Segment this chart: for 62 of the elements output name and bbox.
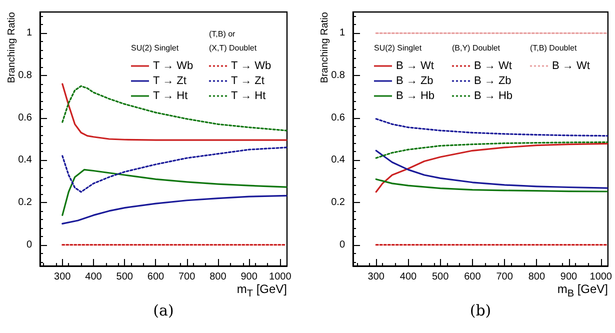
x-tick-label: 700 — [496, 272, 514, 282]
y-tick-label: 0.8 — [331, 70, 346, 81]
x-tick-label: 800 — [210, 272, 227, 282]
line-series — [375, 118, 608, 137]
text: (a) — [153, 302, 174, 320]
y-tick-label: 0.6 — [18, 112, 32, 124]
y-tick-label: 0.6 — [331, 112, 346, 124]
y-tick-label: 0 — [339, 239, 346, 250]
legend-label: T → Ht — [153, 90, 188, 102]
y-tick-label: 0.4 — [18, 154, 32, 166]
annotation: (T,B) or (X,T) Doublet — [209, 30, 258, 52]
line-series — [62, 146, 288, 193]
x-tick-label: 900 — [560, 272, 578, 282]
y-tick-label: 0.8 — [18, 70, 32, 81]
line-series — [375, 142, 608, 193]
legend-label: T → Zt — [153, 75, 186, 87]
line-series — [62, 168, 288, 216]
line-series — [375, 178, 608, 192]
legend-label: B → Zb — [474, 75, 512, 87]
x-tick-label: 1000 — [269, 272, 292, 282]
legend-label: B → Wt — [552, 60, 590, 72]
legend-label: T → Wb — [153, 60, 194, 72]
line-series — [375, 141, 608, 159]
y-tick-label: 0 — [26, 239, 32, 250]
line-series — [62, 83, 288, 141]
text: (b) — [470, 302, 492, 320]
legend-label: T → Wb — [231, 60, 272, 72]
y-tick-label: 0.4 — [331, 154, 346, 166]
x-tick-label: 400 — [400, 272, 418, 282]
legend-label: T → Zt — [231, 75, 264, 87]
annotation: (B,Y) Doublet — [452, 44, 501, 52]
legend-label: B → Hb — [396, 90, 435, 102]
x-tick-label: 300 — [54, 272, 72, 282]
y-tick-label: 0.2 — [331, 197, 346, 208]
legend-label: B → Zb — [396, 75, 434, 87]
x-tick-label: 500 — [432, 272, 450, 282]
line-series — [375, 150, 608, 189]
x-tick-label: 400 — [85, 272, 102, 282]
annotation: SU(2) Singlet — [131, 44, 180, 52]
line-series — [62, 85, 288, 132]
x-axis-title: m$_{B}$ [GeV] — [557, 282, 608, 302]
x-axis-title: m$_{T}$ [GeV] — [236, 282, 287, 302]
x-tick-label: 800 — [528, 272, 546, 282]
legend-label: T → Ht — [231, 90, 266, 102]
x-tick-label: 600 — [464, 272, 482, 282]
y-axis-title: Branching Ratio — [6, 12, 18, 84]
annotation: (T,B) Doublet — [530, 44, 578, 52]
legend-label: B → Wt — [396, 60, 434, 72]
y-tick-label: 0.2 — [18, 197, 32, 208]
legend-label: B → Hb — [474, 90, 513, 102]
x-tick-label: 900 — [240, 272, 258, 282]
line-series — [62, 194, 288, 224]
x-tick-label: 300 — [368, 272, 385, 282]
x-tick-label: 1000 — [590, 272, 612, 282]
x-tick-label: 600 — [147, 272, 164, 282]
y-tick-label: 1 — [26, 28, 32, 39]
annotation: SU(2) Singlet — [374, 44, 422, 52]
y-axis-title: Branching Ratio — [320, 12, 330, 84]
x-tick-label: 500 — [116, 272, 134, 282]
y-tick-label: 1 — [339, 28, 346, 39]
x-tick-label: 700 — [178, 272, 196, 282]
legend-label: B → Wt — [474, 60, 512, 72]
